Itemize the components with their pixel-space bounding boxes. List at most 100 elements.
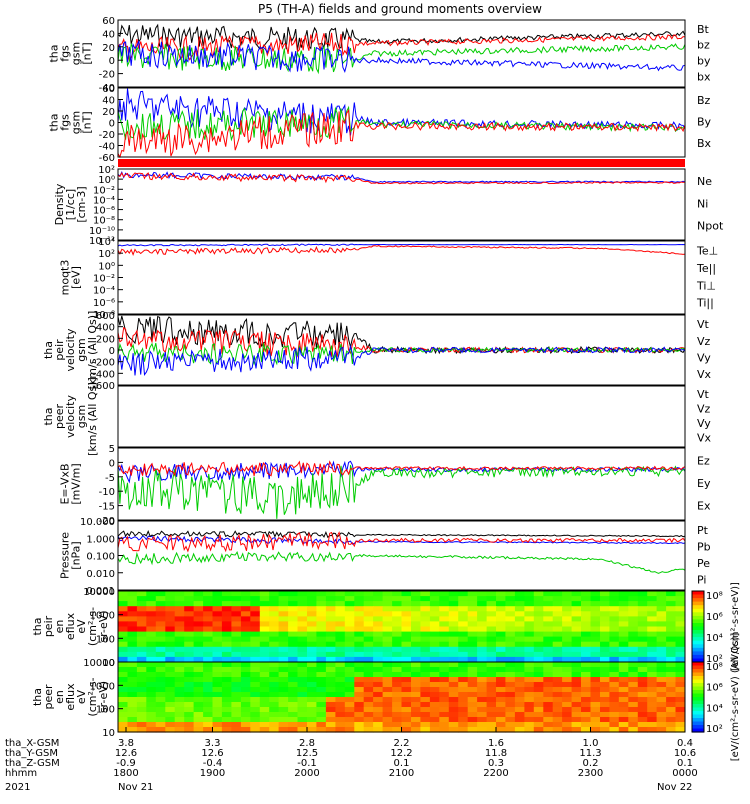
ytick-label: 1.000 — [86, 534, 115, 545]
legend-By: By — [697, 115, 712, 128]
heatmap-cell — [618, 707, 629, 713]
heatmap-cell — [278, 646, 289, 653]
heatmap-cell — [647, 692, 658, 698]
heatmap-cell — [250, 651, 261, 658]
ytick-label: -10 — [99, 487, 115, 498]
heatmap-cell — [118, 727, 128, 733]
panel-label: eflux — [64, 612, 77, 640]
heatmap-cell — [307, 631, 317, 638]
heatmap-cell — [448, 616, 459, 623]
heatmap-cell — [307, 646, 317, 653]
heatmap-cell — [136, 616, 147, 623]
heatmap-cell — [458, 631, 469, 638]
heatmap-cell — [127, 626, 138, 633]
ytick-label: 60 — [102, 16, 115, 27]
heatmap-cell — [628, 636, 639, 643]
heatmap-cell — [203, 697, 214, 703]
heatmap-cell — [467, 646, 478, 653]
heatmap-cell — [401, 626, 412, 633]
heatmap-cell — [155, 662, 166, 668]
heatmap-cell — [477, 692, 488, 698]
heatmap-cell — [637, 672, 648, 678]
heatmap-cell — [288, 651, 299, 658]
heatmap-cell — [656, 596, 667, 602]
heatmap-cell — [618, 722, 629, 728]
heatmap-cell — [307, 656, 317, 663]
heatmap-cell — [647, 662, 658, 668]
heatmap-cell — [231, 601, 242, 607]
heatmap-cell — [184, 667, 195, 673]
heatmap-cell — [325, 707, 336, 713]
heatmap-cell — [250, 697, 261, 703]
heatmap-cell — [136, 611, 147, 617]
heatmap-cell — [411, 677, 421, 683]
heatmap-cell — [439, 712, 450, 718]
heatmap-cell — [533, 651, 544, 658]
heatmap-cell — [278, 596, 289, 602]
heatmap-cell — [524, 687, 535, 693]
heatmap-cell — [486, 692, 497, 698]
heatmap-cell — [231, 651, 242, 658]
heatmap-cell — [467, 672, 478, 678]
heatmap-cell — [477, 611, 488, 617]
heatmap-cell — [165, 697, 176, 703]
heatmap-cell — [675, 601, 686, 607]
heatmap-cell — [221, 692, 232, 698]
heatmap-cell — [618, 631, 629, 638]
heatmap-cell — [193, 667, 204, 673]
heatmap-cell — [524, 631, 535, 638]
heatmap-cell — [221, 677, 232, 683]
heatmap-cell — [212, 631, 223, 638]
heatmap-cell — [193, 717, 204, 723]
heatmap-cell — [411, 641, 421, 648]
heatmap-cell — [524, 616, 535, 623]
heatmap-cell — [420, 707, 431, 713]
heatmap-cell — [127, 707, 138, 713]
heatmap-cell — [637, 677, 648, 683]
heatmap-cell — [344, 621, 355, 628]
heatmap-cell — [514, 631, 525, 638]
heatmap-cell — [316, 646, 327, 653]
heatmap-cell — [496, 651, 506, 658]
heatmap-cell — [307, 596, 317, 602]
heatmap-cell — [382, 672, 393, 678]
heatmap-cell — [618, 591, 629, 597]
panel-label: peir — [53, 339, 66, 361]
heatmap-cell — [155, 717, 166, 723]
heatmap-cell — [259, 656, 270, 663]
heatmap-cell — [477, 712, 488, 718]
series-Pt — [117, 529, 686, 539]
colorbar-label: [eV/(cm²-s-sr-eV) (All Qs)] — [730, 633, 741, 762]
heatmap-cell — [533, 667, 544, 673]
heatmap-cell — [278, 606, 289, 612]
xaxis-value: 2.2 — [394, 738, 410, 749]
series-Bt — [117, 23, 686, 51]
heatmap-cell — [363, 591, 374, 597]
heatmap-cell — [581, 697, 591, 703]
heatmap-cell — [543, 626, 554, 633]
heatmap-cell — [533, 596, 544, 602]
heatmap-cell — [212, 672, 223, 678]
heatmap-cell — [240, 616, 251, 623]
heatmap-cell — [524, 682, 535, 688]
heatmap-cell — [552, 646, 563, 653]
heatmap-cell — [458, 692, 469, 698]
heatmap-cell — [165, 641, 176, 648]
ytick-label: -20 — [99, 130, 115, 141]
heatmap-cell — [458, 727, 469, 733]
heatmap-cell — [165, 682, 176, 688]
colorbar-tick: 10⁸ — [706, 662, 723, 673]
heatmap-cell — [269, 667, 280, 673]
heatmap-cell — [439, 656, 450, 663]
heatmap-cell — [477, 677, 488, 683]
heatmap-cell — [250, 727, 261, 733]
heatmap-cell — [505, 702, 516, 708]
heatmap-cell — [127, 682, 138, 688]
heatmap-cell — [203, 591, 214, 597]
heatmap-cell — [467, 621, 478, 628]
heatmap-cell — [184, 677, 195, 683]
heatmap-cell — [628, 712, 639, 718]
heatmap-cell — [420, 641, 431, 648]
heatmap-cell — [543, 692, 554, 698]
heatmap-cell — [335, 651, 346, 658]
